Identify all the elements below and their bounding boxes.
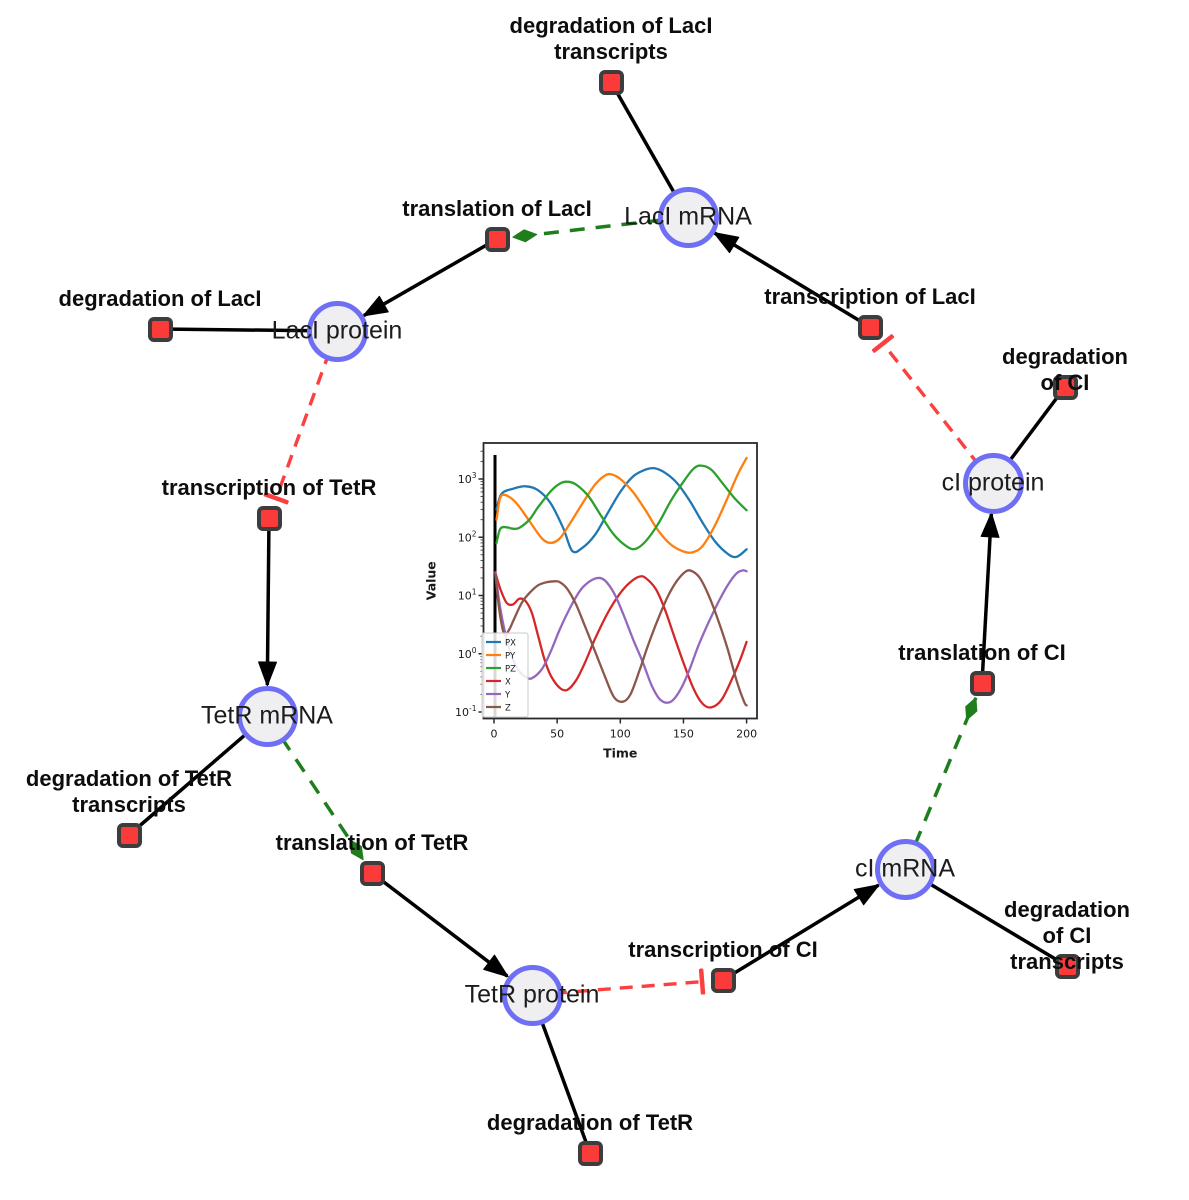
edge-product-translation_of_TetR-TetR_protein (370, 871, 509, 978)
species-node-cI_protein: cI protein (942, 452, 1044, 514)
reaction-label-translation_of_TetR: translation of TetR (275, 830, 469, 855)
edge-product-translation_of_CI-cI_protein (980, 512, 1000, 684)
legend-label-PX: PX (505, 639, 516, 649)
species-label-LacI_protein: LacI protein (271, 316, 403, 345)
y-tick-label: 102 (458, 529, 477, 544)
species-node-cI_mRNA: cI mRNA (855, 838, 955, 900)
legend-label-X: X (505, 678, 511, 688)
reaction-label-translation_of_LacI: translation of LacI (402, 196, 592, 221)
x-tick-label: 100 (610, 728, 631, 741)
edge-reactant-cI_mRNA-degradation_of_CI_transcripts (904, 867, 1068, 968)
y-tick-label: 10-1 (455, 704, 477, 719)
series-Z (494, 569, 748, 707)
reaction-label-translation_of_CI: translation of CI (898, 640, 1066, 665)
reaction-node-degradation_of_TetR_transcripts (116, 822, 142, 848)
y-tick-label: 101 (458, 588, 477, 603)
species-label-TetR_protein: TetR protein (464, 980, 600, 1009)
reaction-node-degradation_of_CI_transcripts (1054, 953, 1080, 979)
edge-product-translation_of_LacI-LacI_protein (362, 237, 498, 318)
species-node-TetR_protein: TetR protein (465, 964, 599, 1026)
legend-label-PZ: PZ (505, 665, 516, 675)
legend-label-Z: Z (505, 704, 511, 714)
species-node-TetR_mRNA: TetR mRNA (201, 685, 333, 747)
reaction-label-degradation_of_CI_transcripts: degradation of CI transcripts (1004, 897, 1130, 974)
x-tick-label: 200 (736, 728, 757, 741)
species-label-LacI_mRNA: LacI mRNA (624, 202, 752, 231)
reaction-label-transcription_of_CI: transcription of CI (628, 937, 818, 962)
species-label-cI_protein: cI protein (941, 468, 1045, 497)
reaction-node-translation_of_CI (969, 670, 995, 696)
y-tick-label: 103 (458, 471, 477, 486)
reaction-label-degradation_of_CI: degradation of CI (1002, 344, 1128, 395)
reaction-node-transcription_of_TetR (256, 505, 282, 531)
reaction-node-transcription_of_CI (710, 967, 736, 993)
chart-plot-area (493, 455, 748, 718)
inset-chart: 0 50 100 150 20010-1100101102103TimeValuePXP… (424, 433, 782, 769)
reaction-node-degradation_of_LacI_transcripts (598, 69, 624, 95)
reaction-node-degradation_of_LacI (147, 316, 173, 342)
species-node-LacI_mRNA: LacI mRNA (624, 186, 752, 248)
reaction-label-degradation_of_TetR: degradation of TetR (486, 1110, 694, 1135)
species-label-TetR_mRNA: TetR mRNA (201, 701, 333, 730)
x-tick-label: 50 (550, 728, 564, 741)
series-PZ (495, 464, 748, 551)
edge-product-transcription_of_LacI-LacI_mRNA (713, 231, 871, 329)
series-PX (495, 466, 748, 559)
y-axis-label: Value (424, 561, 439, 600)
series-X (494, 571, 748, 709)
x-tick-label: 0 (491, 728, 498, 741)
legend-label-Y: Y (504, 691, 511, 701)
x-axis-label: Time (603, 746, 637, 761)
reaction-label-degradation_of_LacI_transcripts: degradation of LacI transcripts (509, 13, 713, 64)
species-node-LacI_protein: LacI protein (272, 300, 402, 362)
y-tick-label: 100 (458, 646, 477, 661)
reaction-label-degradation_of_LacI: degradation of LacI (58, 286, 262, 311)
species-label-cI_mRNA: cI mRNA (855, 854, 955, 883)
chart-legend: PX PY PZ XYZ (481, 632, 529, 718)
reaction-node-transcription_of_LacI (857, 314, 883, 340)
reaction-label-transcription_of_TetR: transcription of TetR (161, 475, 377, 500)
reaction-node-translation_of_TetR (359, 860, 385, 886)
x-tick-label: 150 (673, 728, 694, 741)
reaction-label-transcription_of_LacI: transcription of LacI (764, 284, 976, 309)
reaction-node-degradation_of_CI (1052, 374, 1078, 400)
edge-product-transcription_of_TetR-TetR_mRNA (258, 517, 278, 687)
legend-label-PY: PY (505, 652, 516, 662)
edge-product-transcription_of_CI-cI_mRNA (722, 883, 880, 982)
reaction-node-degradation_of_TetR (577, 1140, 603, 1166)
reaction-node-translation_of_LacI (484, 226, 510, 252)
reaction-label-degradation_of_TetR_transcripts: degradation of TetR transcripts (25, 766, 233, 817)
